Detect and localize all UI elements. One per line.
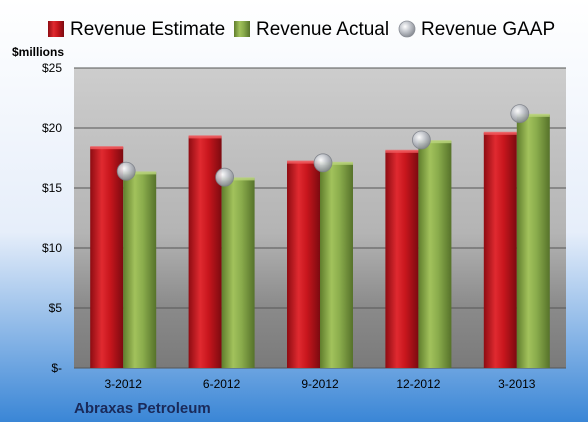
y-tick-label: $20 [42, 121, 62, 135]
unit-label: $millions [12, 45, 64, 59]
legend: Revenue Estimate Revenue Actual Revenue … [48, 19, 555, 40]
bar-revenue-actual [418, 141, 452, 368]
bar-actual-top [418, 140, 452, 144]
y-tick-label: $10 [42, 241, 62, 255]
bar-estimate-top [287, 160, 320, 164]
legend-gaap-marker [398, 20, 416, 38]
bar-revenue-estimate [385, 150, 419, 368]
x-axis-ticks: 3-2012 6-2012 9-2012 12-2012 3-2013 [105, 377, 536, 391]
bar-revenue-estimate [483, 132, 517, 368]
legend-estimate-swatch [48, 21, 64, 37]
y-tick-label: $15 [42, 181, 62, 195]
bar-revenue-actual [123, 172, 157, 368]
bar-revenue-estimate [188, 136, 222, 368]
bar-actual-top [123, 171, 157, 175]
bar-estimate-top [385, 149, 419, 153]
gaap-points-layer [116, 104, 530, 187]
bar-revenue-estimate [90, 147, 124, 368]
bar-actual-top [516, 113, 550, 117]
gaap-point [116, 161, 136, 181]
x-tick-label: 9-2012 [301, 377, 339, 391]
bar-revenue-estimate [287, 161, 320, 368]
gaap-point [215, 167, 235, 187]
y-axis-ticks: $25 $20 $15 $10 $5 $- [42, 61, 62, 375]
gaap-point [411, 130, 431, 150]
bar-estimate-top [483, 131, 517, 135]
legend-estimate-label: Revenue Estimate [70, 19, 225, 40]
bar-estimate-top [188, 135, 222, 139]
bar-estimate-top [90, 146, 124, 150]
y-tick-label: $5 [49, 301, 63, 315]
bar-actual-top [320, 161, 353, 165]
legend-actual-swatch [234, 21, 250, 37]
x-tick-label: 6-2012 [203, 377, 241, 391]
company-name: Abraxas Petroleum [74, 400, 211, 417]
gaap-point [313, 153, 333, 173]
bar-revenue-actual [320, 162, 353, 368]
x-tick-label: 12-2012 [396, 377, 440, 391]
x-tick-label: 3-2013 [498, 377, 536, 391]
y-tick-label: $25 [42, 61, 62, 75]
bar-actual-top [221, 177, 255, 181]
y-tick-label: $- [51, 361, 62, 375]
bar-revenue-actual [221, 178, 255, 368]
legend-actual-label: Revenue Actual [256, 19, 389, 40]
x-tick-label: 3-2012 [105, 377, 143, 391]
gaap-point [510, 104, 530, 123]
bar-revenue-actual [516, 114, 550, 368]
legend-gaap-label: Revenue GAAP [421, 19, 555, 40]
